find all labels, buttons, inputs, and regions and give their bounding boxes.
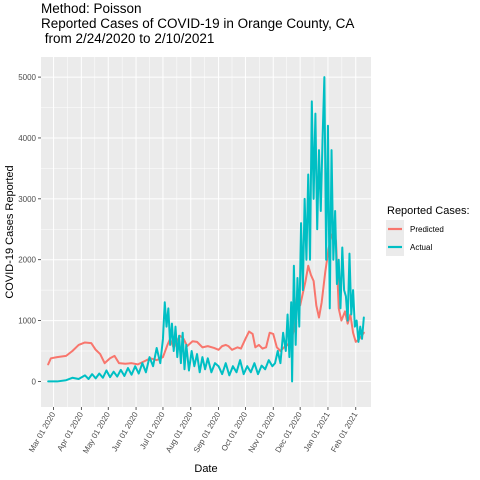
x-tick-label: Jul 01 2020 — [138, 410, 167, 451]
x-tick-label: Feb 01 2021 — [329, 410, 360, 454]
legend: Reported Cases: Predicted Actual — [386, 205, 470, 256]
x-tick-label: Oct 01 2020 — [220, 410, 250, 453]
legend-label-predicted: Predicted — [410, 225, 444, 234]
legend-title: Reported Cases: — [387, 205, 470, 217]
x-tick-label: Jun 01 2020 — [110, 410, 140, 453]
y-axis: 0 1000 2000 3000 4000 5000 — [18, 73, 41, 386]
x-tick-label: Apr 01 2020 — [55, 410, 85, 453]
plot-panel — [41, 57, 371, 407]
y-tick-label: 2000 — [18, 256, 36, 265]
y-tick-label: 0 — [32, 377, 37, 386]
x-tick-label: Mar 01 2020 — [27, 410, 58, 454]
y-axis-title: COVID-19 Cases Reported — [4, 165, 16, 298]
series-line-actual — [47, 76, 365, 383]
y-tick-label: 3000 — [18, 195, 36, 204]
x-tick-label: Jan 01 2021 — [302, 410, 332, 453]
y-tick-label: 4000 — [18, 134, 36, 143]
series-layer — [47, 76, 365, 383]
series-line-predicted — [47, 231, 365, 366]
x-tick-label: Aug 01 2020 — [164, 410, 195, 454]
x-tick-label: Nov 01 2020 — [247, 410, 278, 454]
chart-title-line-3: from 2/24/2020 to 2/10/2021 — [41, 31, 214, 46]
chart-title-line-2: Reported Cases of COVID-19 in Orange Cou… — [41, 16, 354, 31]
chart-title-line-1: Method: Poisson — [41, 1, 142, 16]
x-tick-label: Dec 01 2020 — [273, 410, 304, 454]
x-tick-label: Sep 01 2020 — [192, 410, 223, 454]
x-axis-title: Date — [194, 463, 217, 475]
y-tick-label: 1000 — [18, 317, 36, 326]
legend-label-actual: Actual — [410, 243, 432, 252]
y-tick-label: 5000 — [18, 73, 36, 82]
x-tick-label: May 01 2020 — [81, 410, 112, 455]
